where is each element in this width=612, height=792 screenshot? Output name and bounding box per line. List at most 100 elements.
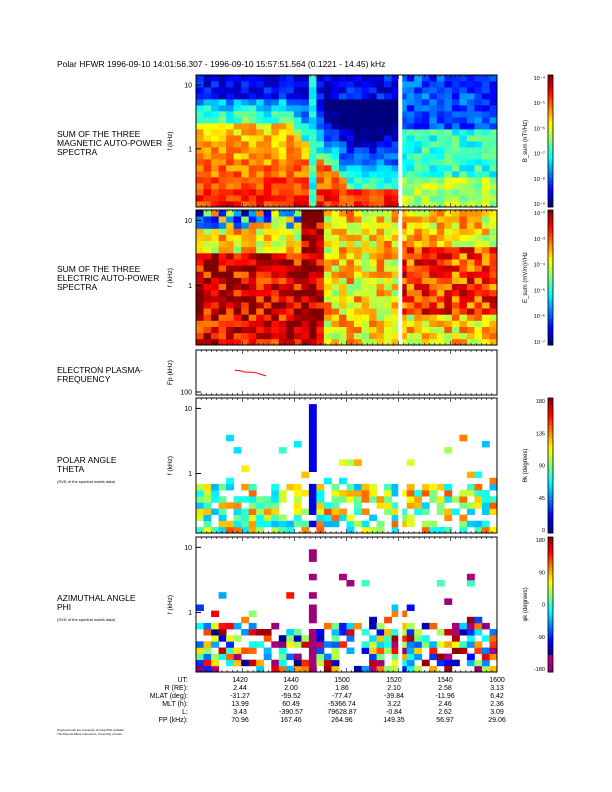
heatmap-cell [429, 332, 438, 340]
colorbar-frame [547, 74, 554, 208]
heatmap-cell [323, 520, 332, 528]
heatmap-cell [406, 635, 415, 642]
heatmap-cell [301, 129, 310, 136]
heatmap-cell [451, 326, 460, 334]
heatmap-cell [316, 93, 325, 100]
heatmap-cell [218, 147, 227, 154]
colorbar-swatch [548, 655, 553, 659]
heatmap-cell [218, 253, 227, 260]
heatmap-cell [196, 277, 204, 284]
heatmap-cell [241, 629, 250, 636]
heatmap-cell [414, 665, 423, 673]
heatmap-cell [376, 153, 385, 160]
heatmap-cell [316, 123, 325, 130]
heatmap-cell [308, 240, 317, 248]
heatmap-cell [406, 201, 415, 208]
heatmap-1 [196, 210, 498, 346]
heatmap-cell [361, 302, 370, 309]
heatmap-cell [248, 165, 257, 172]
heatmap-cell [339, 641, 347, 648]
heatmap-cell [414, 259, 423, 266]
heatmap-cell [451, 295, 460, 303]
heatmap-cell [308, 659, 317, 667]
colorbar-tick-label: 0 [542, 603, 545, 609]
heatmap-cell [489, 234, 498, 241]
heatmap-cell [399, 93, 408, 100]
heatmap-cell [406, 105, 415, 112]
heatmap-cell [474, 201, 483, 208]
heatmap-cell [339, 111, 347, 118]
heatmap-cell [271, 514, 280, 522]
heatmap-cell [369, 526, 377, 534]
heatmap-cell [436, 216, 445, 223]
colorbar-swatch [548, 564, 553, 568]
heatmap-cell [436, 222, 445, 229]
ephemeris-value: -5366.74 [328, 701, 356, 708]
heatmap-cell [384, 338, 392, 346]
heatmap-cell [323, 189, 332, 196]
colorbar-swatch [548, 574, 553, 578]
heatmap-cell [323, 177, 332, 184]
heatmap-cell [278, 520, 287, 528]
heatmap-cell [421, 635, 430, 642]
heatmap-cell [218, 93, 227, 100]
heatmap-cell [286, 314, 295, 321]
heatmap-cell [489, 129, 498, 136]
heatmap-cell [391, 87, 400, 94]
heatmap-cell [241, 135, 250, 142]
heatmap-cell [354, 240, 362, 248]
ephemeris-value: 2.62 [438, 709, 452, 716]
heatmap-cell [256, 253, 265, 260]
heatmap-cell [489, 105, 498, 112]
heatmap-cell [361, 320, 370, 327]
heatmap-cell [421, 93, 430, 100]
heatmap-cell [316, 195, 325, 202]
heatmap-cell [414, 490, 423, 497]
heatmap-cell [293, 129, 302, 136]
heatmap-cell [391, 302, 400, 309]
heatmap-cell [376, 159, 385, 166]
heatmap-cell [256, 165, 265, 172]
heatmap-cell [474, 81, 483, 88]
heatmap-cell [271, 99, 280, 106]
heatmap-cell [376, 246, 385, 254]
heatmap-cell [263, 216, 272, 223]
ephemeris-value: -0.84 [386, 709, 402, 716]
heatmap-cell [248, 265, 257, 272]
heatmap-cell [196, 246, 204, 254]
heatmap-cell [421, 622, 430, 630]
heatmap-cell [248, 332, 257, 340]
y-axis-label: f (kHz) [167, 268, 174, 287]
heatmap-cell [369, 647, 377, 654]
heatmap-cell [474, 641, 483, 648]
heatmap-cell [308, 141, 317, 148]
heatmap-cell [233, 246, 242, 254]
heatmap-cell [331, 117, 340, 124]
heatmap-cell [256, 496, 265, 503]
heatmap-cell [196, 201, 204, 208]
heatmap-cell [391, 129, 400, 136]
heatmap-cell [361, 216, 370, 223]
heatmap-cell [218, 338, 227, 346]
heatmap-cell [196, 177, 204, 184]
heatmap-cell [293, 641, 302, 648]
heatmap-cell [241, 216, 250, 223]
heatmap-cell [263, 141, 272, 148]
heatmap-cell [323, 302, 332, 309]
heatmap-cell [308, 404, 317, 411]
heatmap-cell [369, 314, 377, 321]
heatmap-cell [271, 210, 280, 217]
heatmap-cell [286, 635, 295, 642]
heatmap-cell [241, 295, 250, 303]
ephemeris-value: 2.00 [284, 685, 298, 692]
heatmap-cell [323, 641, 332, 648]
heatmap-cell [293, 117, 302, 124]
heatmap-cell [203, 526, 212, 534]
heatmap-cell [436, 240, 445, 248]
heatmap-cell [391, 117, 400, 124]
heatmap-cell [241, 659, 250, 667]
heatmap-cell [429, 75, 438, 82]
heatmap-cell [211, 496, 219, 503]
heatmap-cell [241, 289, 250, 297]
heatmap-cell [286, 177, 295, 184]
